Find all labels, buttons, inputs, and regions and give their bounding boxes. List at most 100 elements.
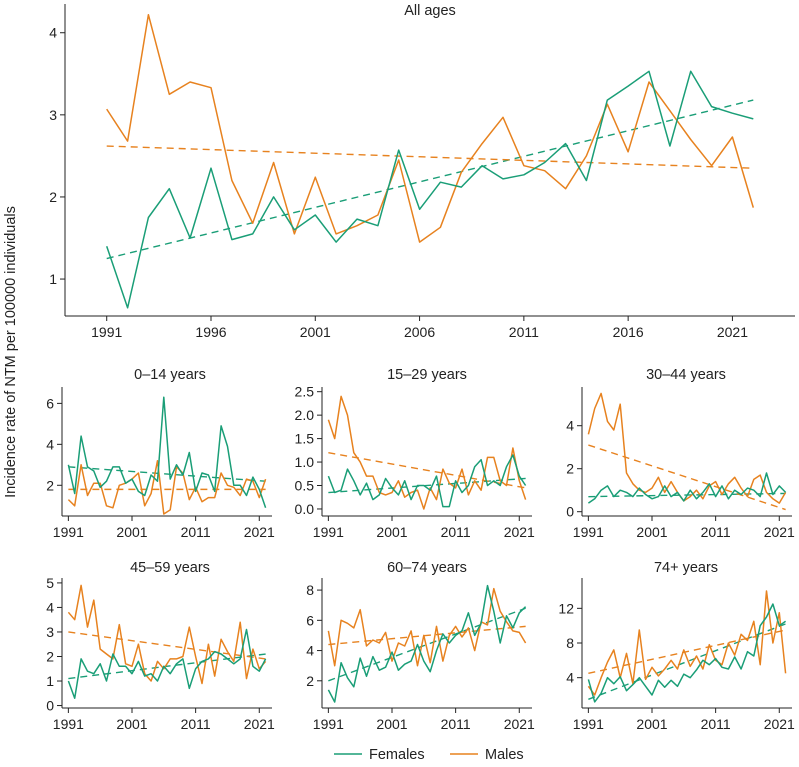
y-tick-label: 4: [566, 418, 574, 434]
y-tick-label: 5: [46, 575, 54, 591]
trend-line-females: [68, 653, 266, 680]
x-tick-label: 2011: [181, 716, 211, 732]
x-tick-label: 2001: [300, 324, 331, 340]
y-tick-label: 0.5: [295, 478, 315, 494]
y-tick-label: 0: [566, 504, 574, 520]
series-line-females: [327, 454, 527, 508]
y-tick-label: 3: [49, 107, 57, 123]
y-tick-label: 4: [306, 643, 314, 659]
series-line-females: [587, 472, 787, 504]
trend-line-males: [328, 451, 526, 489]
y-tick-label: 6: [306, 612, 314, 628]
panel-title: 30–44 years: [646, 367, 726, 383]
x-tick-label: 2011: [701, 524, 731, 540]
y-tick-label: 4: [49, 25, 57, 41]
y-tick-label: 3: [46, 624, 54, 640]
x-tick-label: 2021: [244, 524, 275, 540]
x-tick-label: 2001: [636, 716, 667, 732]
x-tick-label: 1991: [573, 524, 604, 540]
panel-title: 45–59 years: [130, 560, 210, 576]
panel-all-ages: All ages 1 2 3 4 1991 1996 2001 2006 2011 2016 2021: [49, 3, 795, 340]
x-tick-label: 2016: [613, 324, 644, 340]
y-tick-label: 2: [46, 648, 54, 664]
x-tick-label: 1991: [53, 716, 84, 732]
panel-45-59-years: 45–59 years 0 1 2 3 4 5 1991 2001 2011 2021: [46, 560, 275, 732]
y-tick-label: 4: [566, 670, 574, 686]
x-tick-label: 2001: [116, 716, 147, 732]
x-tick-label: 2021: [504, 524, 535, 540]
panel-title: 15–29 years: [387, 367, 467, 383]
x-tick-label: 2006: [404, 324, 435, 340]
trend-line-males: [588, 629, 786, 675]
legend-label-females: Females: [369, 747, 425, 763]
series-line-males: [67, 584, 267, 685]
series-line-males: [327, 587, 527, 667]
x-tick-label: 2001: [376, 716, 407, 732]
panel-title: All ages: [404, 3, 456, 19]
y-tick-label: 1.0: [295, 454, 315, 470]
y-tick-label: 2: [306, 673, 314, 689]
panel-0-14-years: 0–14 years 2 4 6 1991 2001 2011 2021: [46, 367, 275, 540]
x-tick-label: 2011: [701, 716, 731, 732]
panel-title: 0–14 years: [134, 367, 206, 383]
legend-label-males: Males: [485, 747, 524, 763]
x-tick-label: 1991: [313, 524, 344, 540]
panel-15-29-years: 15–29 years 0.0 0.5 1.0 1.5 2.0 2.5 1991 2001 201…: [295, 367, 536, 540]
y-tick-label: 2.0: [295, 407, 315, 423]
x-tick-label: 1991: [53, 524, 84, 540]
y-tick-label: 0: [46, 698, 54, 714]
trend-line-males: [68, 631, 266, 660]
y-tick-label: 8: [566, 635, 574, 651]
x-tick-label: 2001: [116, 524, 147, 540]
y-axis-label: Incidence rate of NTM per 100000 individ…: [3, 206, 19, 498]
trend-line-females: [106, 99, 754, 260]
x-tick-label: 1991: [573, 716, 604, 732]
series-line-females: [67, 396, 267, 509]
y-tick-label: 6: [46, 395, 54, 411]
x-tick-label: 2021: [504, 716, 535, 732]
trend-line-males: [328, 625, 526, 646]
series-line-males: [106, 13, 755, 243]
series-line-males: [327, 395, 527, 510]
panel-74-plus-years: 74+ years 4 8 12 1991 2001 2011 2021: [558, 560, 795, 732]
x-tick-label: 2021: [764, 716, 795, 732]
y-tick-label: 1.5: [295, 431, 315, 447]
series-line-females: [105, 70, 754, 309]
panel-title: 60–74 years: [387, 560, 467, 576]
x-tick-label: 2021: [764, 524, 795, 540]
panel-30-44-years: 30–44 years 0 2 4 1991 2001 2011 2021: [566, 367, 795, 540]
y-tick-label: 8: [306, 582, 314, 598]
x-tick-label: 2021: [717, 324, 748, 340]
x-tick-label: 1996: [195, 324, 226, 340]
y-tick-label: 1: [49, 271, 57, 287]
x-tick-label: 2011: [181, 524, 211, 540]
y-tick-label: 2: [46, 477, 54, 493]
trend-line-females: [68, 466, 266, 482]
y-tick-label: 12: [558, 600, 574, 616]
y-tick-label: 1: [46, 673, 54, 689]
y-tick-label: 4: [46, 436, 54, 452]
x-tick-label: 2011: [509, 324, 539, 340]
x-tick-label: 2001: [636, 524, 667, 540]
y-tick-label: 2: [566, 461, 574, 477]
y-tick-label: 4: [46, 599, 54, 615]
panel-title: 74+ years: [654, 560, 718, 576]
y-tick-label: 2.5: [295, 384, 315, 400]
panel-60-74-years: 60–74 years 2 4 6 8 1991 2001 2011 2021: [306, 560, 535, 732]
trend-line-females: [328, 477, 526, 494]
series-line-females: [327, 584, 527, 703]
series-line-males: [587, 590, 787, 696]
x-tick-label: 1991: [91, 324, 122, 340]
x-tick-label: 1991: [313, 716, 344, 732]
series-line-females: [587, 603, 787, 703]
series-line-females: [67, 628, 267, 699]
y-tick-label: 2: [49, 189, 57, 205]
x-tick-label: 2001: [376, 524, 407, 540]
x-tick-label: 2011: [441, 716, 471, 732]
series-line-males: [587, 392, 787, 504]
x-tick-label: 2021: [244, 716, 275, 732]
trend-line-males: [588, 444, 786, 511]
legend: Females Males: [334, 747, 524, 763]
y-tick-label: 0.0: [295, 501, 315, 517]
trend-line-males: [106, 145, 754, 169]
